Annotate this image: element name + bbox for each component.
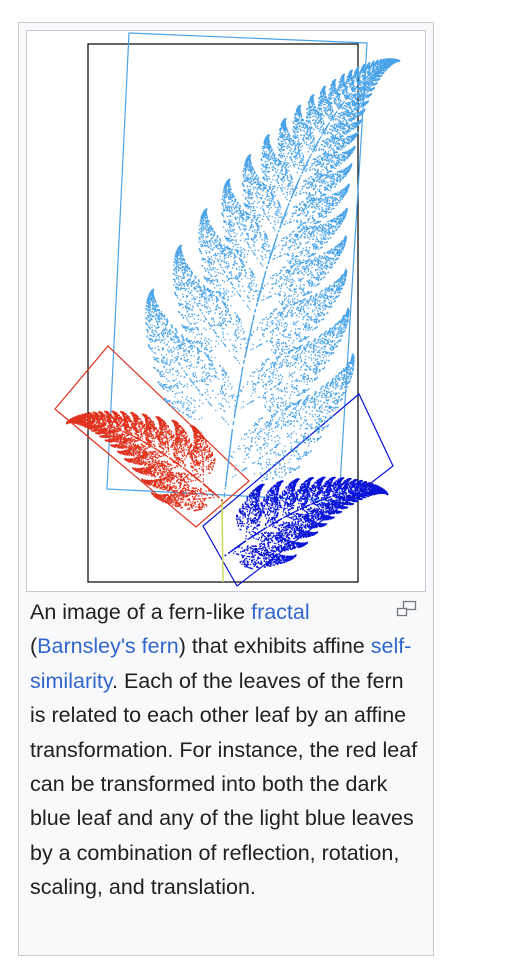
link-fractal[interactable]: fractal <box>251 600 310 624</box>
blue-fern-dots <box>224 476 389 570</box>
stem-line <box>221 500 224 583</box>
figure-caption: An image of a fern-like fractal (Barnsley… <box>30 595 420 905</box>
link-self-similarity[interactable]: self-similarity <box>30 634 412 693</box>
barnsley-fern-image[interactable] <box>27 31 425 591</box>
figure-image-frame[interactable] <box>26 30 426 592</box>
magnify-clip-icon[interactable] <box>396 600 418 617</box>
caption-text-2: ( <box>30 634 38 659</box>
light-fern-dots <box>145 58 401 498</box>
red-bounding-box <box>54 345 250 528</box>
caption-text-4: . Each of the leaves of the fern is rela… <box>30 668 418 900</box>
caption-text-1: An image of a fern-like <box>30 600 252 624</box>
red-leaf <box>66 410 223 512</box>
caption-text-3: ) that exhibits affine <box>178 634 371 659</box>
dark-blue-leaf <box>224 476 389 570</box>
link-barnsleys-fern[interactable]: Barnsley's fern <box>37 634 179 659</box>
red-fern-dots <box>66 410 223 512</box>
light-blue-fern <box>145 58 401 498</box>
figure-thumbnail: An image of a fern-like fractal (Barnsley… <box>18 22 434 956</box>
